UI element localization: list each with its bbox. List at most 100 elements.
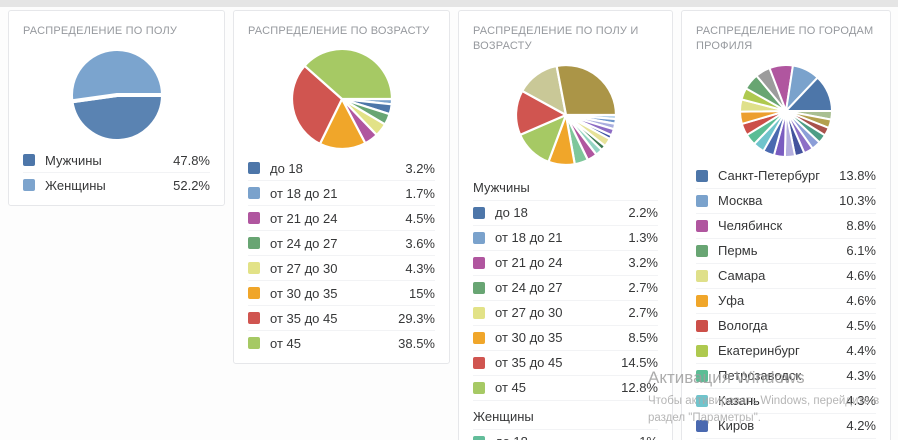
legend-color-swatch	[473, 306, 485, 319]
legend-label: от 18 до 21	[270, 185, 338, 201]
legend-value: 29.3%	[398, 310, 435, 326]
legend-label: до 18	[495, 205, 528, 221]
legend-row[interactable]: до 181%	[473, 428, 658, 440]
legend-label: от 18 до 21	[495, 230, 563, 246]
legend-value: 14.5%	[621, 355, 658, 371]
legend-label: от 24 до 27	[270, 235, 338, 251]
legend-color-swatch	[696, 244, 708, 257]
legend-row[interactable]: до 18 2.2%	[473, 199, 658, 225]
legend-row[interactable]: от 27 до 30 2.7%	[473, 299, 658, 325]
legend-label: Самара	[718, 268, 766, 284]
pie-chart-gender-age	[473, 63, 658, 167]
legend-group-header: Мужчины	[473, 179, 530, 195]
legend-color-swatch	[248, 237, 260, 250]
pie-slice-Женщины[interactable]	[68, 47, 165, 104]
legend-row[interactable]: от 24 до 27 2.7%	[473, 274, 658, 300]
legend-color-swatch	[248, 287, 260, 300]
legend-label: до 18	[270, 160, 303, 176]
legend-color-swatch	[696, 169, 708, 182]
legend-row[interactable]: от 30 до 35 8.5%	[473, 324, 658, 350]
legend-label: от 30 до 35	[495, 330, 563, 346]
legend-row[interactable]: от 18 до 21 1.7%	[248, 180, 435, 205]
legend-value: 1%	[639, 434, 658, 440]
legend-value: 4.5%	[405, 210, 435, 226]
legend-label: от 45	[495, 380, 526, 396]
legend-value: 2.7%	[628, 280, 658, 296]
legend-row[interactable]: от 21 до 24 4.5%	[248, 205, 435, 230]
legend-row[interactable]: Пермь 6.1%	[696, 237, 876, 263]
legend-row[interactable]: Нижний Новгород4.1%	[696, 437, 876, 440]
legend-label: Киров	[718, 418, 755, 434]
legend-color-swatch	[473, 381, 485, 394]
legend-value: 8.8%	[846, 218, 876, 234]
legend-row[interactable]: от 18 до 21 1.3%	[473, 224, 658, 250]
legend-row[interactable]: Москва 10.3%	[696, 187, 876, 213]
legend-label: Москва	[718, 193, 763, 209]
legend-value: 4.6%	[846, 268, 876, 284]
legend-row[interactable]: Казань 4.3%	[696, 387, 876, 413]
legend-color-swatch	[473, 256, 485, 269]
pie-slice-от 45[interactable]	[302, 48, 393, 101]
pie-slice-Мужчины[interactable]	[68, 93, 165, 144]
chart-cards-row: РАСПРЕДЕЛЕНИЕ ПО ПОЛУ Мужчины 47.8% Женщин…	[8, 10, 891, 440]
legend-row[interactable]: Петрозаводск 4.3%	[696, 362, 876, 388]
legend-gender-age: Мужчины до 18 2.2% от 18 до 21 1.3% от 21 до …	[473, 172, 658, 440]
legend-label: от 27 до 30	[495, 305, 563, 321]
legend-row[interactable]: от 35 до 45 14.5%	[473, 349, 658, 375]
legend-value: 12.8%	[621, 380, 658, 396]
legend-row[interactable]: Уфа 4.6%	[696, 287, 876, 313]
legend-color-swatch	[696, 419, 708, 432]
legend-row[interactable]: до 18 3.2%	[248, 156, 435, 180]
legend-color-swatch	[696, 344, 708, 357]
legend-row[interactable]: Екатеринбург 4.4%	[696, 337, 876, 363]
pie-svg	[68, 47, 165, 144]
legend-value: 4.3%	[846, 368, 876, 384]
legend-row[interactable]: Санкт-Петербург 13.8%	[696, 164, 876, 188]
legend-row[interactable]: от 27 до 30 4.3%	[248, 255, 435, 280]
legend-row[interactable]: Киров 4.2%	[696, 412, 876, 438]
legend-row[interactable]: Челябинск 8.8%	[696, 212, 876, 238]
pie-slice-от 35 до 45[interactable]	[290, 65, 343, 146]
card-title: РАСПРЕДЕЛЕНИЕ ПО ПОЛУ	[23, 25, 178, 37]
legend-color-swatch	[23, 179, 35, 192]
pie-slice-Санкт-Петербург[interactable]	[785, 76, 833, 112]
legend-color-swatch	[473, 281, 485, 294]
legend-row[interactable]: от 24 до 27 3.6%	[248, 230, 435, 255]
legend-value: 15%	[408, 285, 435, 301]
legend-label: Уфа	[718, 293, 745, 309]
card-title: РАСПРЕДЕЛЕНИЕ ПО ПОЛУ И ВОЗРАСТУ	[473, 25, 639, 53]
legend-color-swatch	[696, 394, 708, 407]
legend-value: 4.3%	[405, 260, 435, 276]
legend-row[interactable]: от 35 до 45 29.3%	[248, 305, 435, 330]
legend-value: 8.5%	[628, 330, 658, 346]
legend-label: от 21 до 24	[495, 255, 563, 271]
card-gender-age-distribution: РАСПРЕДЕЛЕНИЕ ПО ПОЛУ И ВОЗРАСТУ Мужчины…	[458, 10, 673, 440]
legend-value: 4.3%	[846, 393, 876, 409]
legend-color-swatch	[248, 262, 260, 275]
pie-chart-gender	[23, 47, 210, 144]
pie-chart-age	[248, 47, 435, 151]
legend-color-swatch	[696, 319, 708, 332]
legend-color-swatch	[473, 356, 485, 369]
legend-gender: Мужчины 47.8% Женщины 52.2%	[23, 148, 210, 197]
legend-age: до 18 3.2% от 18 до 21 1.7% от 21 до 24 4.5% о…	[248, 156, 435, 355]
legend-row[interactable]: от 21 до 24 3.2%	[473, 249, 658, 275]
legend-label: до 18	[495, 434, 639, 440]
pie-slice[interactable]	[555, 63, 617, 116]
legend-value: 4.2%	[846, 418, 876, 434]
legend-row[interactable]: Вологда 4.5%	[696, 312, 876, 338]
legend-value: 2.2%	[628, 205, 658, 221]
legend-color-swatch	[473, 206, 485, 219]
legend-row[interactable]: от 45 38.5%	[248, 330, 435, 355]
legend-row[interactable]: от 45 12.8%	[473, 374, 658, 400]
card-title: РАСПРЕДЕЛЕНИЕ ПО ГОРОДАМ ПРОФИЛЯ	[696, 25, 874, 53]
legend-label: Казань	[718, 393, 760, 409]
legend-value: 52.2%	[173, 177, 210, 193]
legend-label: Женщины	[45, 177, 106, 193]
legend-value: 47.8%	[173, 152, 210, 168]
legend-cities: Санкт-Петербург 13.8% Москва 10.3% Челябинск…	[696, 164, 876, 440]
legend-row[interactable]: Самара 4.6%	[696, 262, 876, 288]
legend-row[interactable]: Мужчины 47.8%	[23, 148, 210, 172]
legend-row[interactable]: Женщины 52.2%	[23, 172, 210, 197]
legend-row[interactable]: от 30 до 35 15%	[248, 280, 435, 305]
